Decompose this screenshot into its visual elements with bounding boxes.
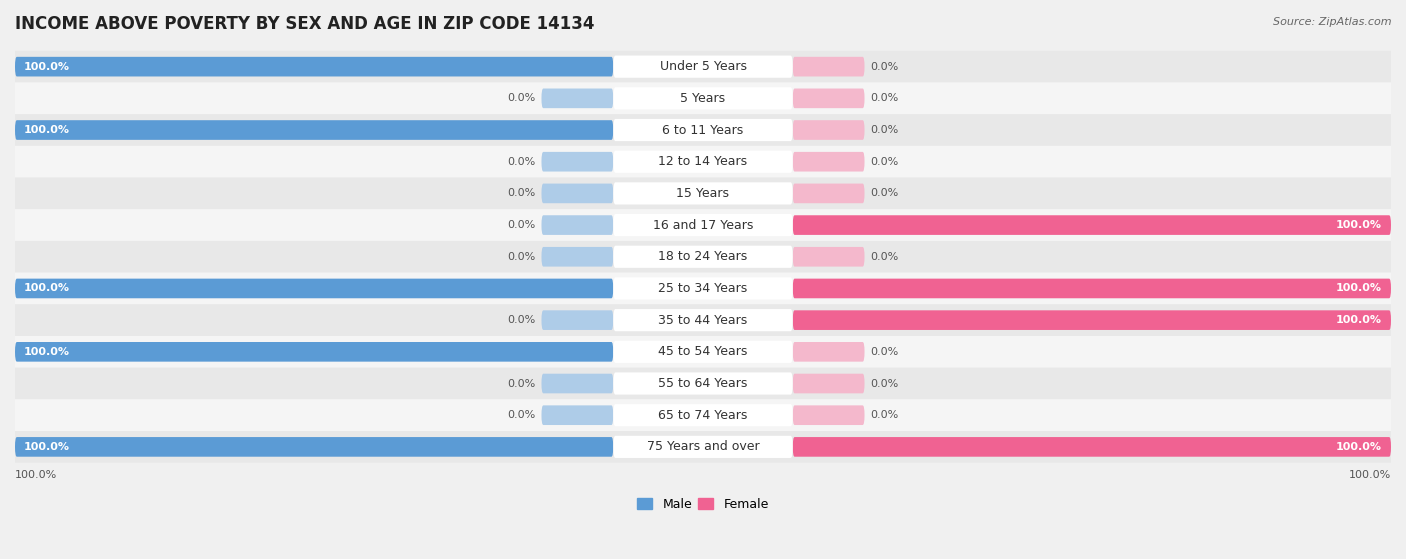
Text: 18 to 24 Years: 18 to 24 Years xyxy=(658,250,748,263)
FancyBboxPatch shape xyxy=(541,310,613,330)
Text: 100.0%: 100.0% xyxy=(1336,220,1382,230)
Text: 0.0%: 0.0% xyxy=(870,157,898,167)
Text: 0.0%: 0.0% xyxy=(508,93,536,103)
Legend: Male, Female: Male, Female xyxy=(633,492,773,516)
FancyBboxPatch shape xyxy=(793,342,865,362)
FancyBboxPatch shape xyxy=(15,437,613,457)
FancyBboxPatch shape xyxy=(793,120,865,140)
FancyBboxPatch shape xyxy=(613,55,793,78)
Text: 100.0%: 100.0% xyxy=(24,442,70,452)
FancyBboxPatch shape xyxy=(793,278,1391,299)
Text: 0.0%: 0.0% xyxy=(870,93,898,103)
FancyBboxPatch shape xyxy=(613,214,793,236)
Text: 16 and 17 Years: 16 and 17 Years xyxy=(652,219,754,231)
Text: 100.0%: 100.0% xyxy=(1336,315,1382,325)
FancyBboxPatch shape xyxy=(793,57,865,77)
FancyBboxPatch shape xyxy=(793,373,865,394)
Text: 65 to 74 Years: 65 to 74 Years xyxy=(658,409,748,421)
Text: 75 Years and over: 75 Years and over xyxy=(647,440,759,453)
FancyBboxPatch shape xyxy=(613,436,793,458)
FancyBboxPatch shape xyxy=(15,336,1391,368)
Text: 100.0%: 100.0% xyxy=(15,470,58,480)
FancyBboxPatch shape xyxy=(793,152,865,172)
FancyBboxPatch shape xyxy=(541,183,613,203)
Text: 0.0%: 0.0% xyxy=(870,410,898,420)
Text: 6 to 11 Years: 6 to 11 Years xyxy=(662,124,744,136)
Text: 0.0%: 0.0% xyxy=(508,188,536,198)
Text: 100.0%: 100.0% xyxy=(24,283,70,293)
FancyBboxPatch shape xyxy=(613,277,793,300)
Text: 45 to 54 Years: 45 to 54 Years xyxy=(658,345,748,358)
Text: 100.0%: 100.0% xyxy=(24,347,70,357)
Text: Under 5 Years: Under 5 Years xyxy=(659,60,747,73)
Text: 0.0%: 0.0% xyxy=(870,125,898,135)
Text: 100.0%: 100.0% xyxy=(24,125,70,135)
FancyBboxPatch shape xyxy=(613,245,793,268)
Text: 100.0%: 100.0% xyxy=(1348,470,1391,480)
FancyBboxPatch shape xyxy=(15,114,1391,146)
FancyBboxPatch shape xyxy=(15,304,1391,336)
FancyBboxPatch shape xyxy=(15,51,1391,83)
Text: 0.0%: 0.0% xyxy=(870,347,898,357)
FancyBboxPatch shape xyxy=(15,368,1391,399)
Text: 35 to 44 Years: 35 to 44 Years xyxy=(658,314,748,326)
FancyBboxPatch shape xyxy=(15,120,613,140)
Text: 0.0%: 0.0% xyxy=(870,61,898,72)
Text: 0.0%: 0.0% xyxy=(508,410,536,420)
FancyBboxPatch shape xyxy=(793,215,1391,235)
FancyBboxPatch shape xyxy=(541,215,613,235)
Text: 15 Years: 15 Years xyxy=(676,187,730,200)
Text: INCOME ABOVE POVERTY BY SEX AND AGE IN ZIP CODE 14134: INCOME ABOVE POVERTY BY SEX AND AGE IN Z… xyxy=(15,15,595,33)
Text: 12 to 14 Years: 12 to 14 Years xyxy=(658,155,748,168)
FancyBboxPatch shape xyxy=(613,119,793,141)
FancyBboxPatch shape xyxy=(541,405,613,425)
FancyBboxPatch shape xyxy=(15,146,1391,178)
Text: 0.0%: 0.0% xyxy=(870,378,898,389)
FancyBboxPatch shape xyxy=(613,309,793,331)
Text: 0.0%: 0.0% xyxy=(508,378,536,389)
FancyBboxPatch shape xyxy=(15,342,613,362)
FancyBboxPatch shape xyxy=(613,404,793,427)
FancyBboxPatch shape xyxy=(793,183,865,203)
FancyBboxPatch shape xyxy=(15,273,1391,304)
FancyBboxPatch shape xyxy=(793,437,1391,457)
FancyBboxPatch shape xyxy=(541,152,613,172)
FancyBboxPatch shape xyxy=(541,373,613,394)
Text: 0.0%: 0.0% xyxy=(508,220,536,230)
FancyBboxPatch shape xyxy=(613,150,793,173)
Text: 0.0%: 0.0% xyxy=(870,188,898,198)
FancyBboxPatch shape xyxy=(793,405,865,425)
Text: 100.0%: 100.0% xyxy=(1336,283,1382,293)
Text: Source: ZipAtlas.com: Source: ZipAtlas.com xyxy=(1274,17,1392,27)
FancyBboxPatch shape xyxy=(15,431,1391,463)
FancyBboxPatch shape xyxy=(15,241,1391,273)
Text: 0.0%: 0.0% xyxy=(508,315,536,325)
FancyBboxPatch shape xyxy=(15,399,1391,431)
FancyBboxPatch shape xyxy=(15,178,1391,209)
FancyBboxPatch shape xyxy=(613,341,793,363)
Text: 55 to 64 Years: 55 to 64 Years xyxy=(658,377,748,390)
Text: 0.0%: 0.0% xyxy=(508,252,536,262)
FancyBboxPatch shape xyxy=(15,83,1391,114)
FancyBboxPatch shape xyxy=(541,88,613,108)
Text: 25 to 34 Years: 25 to 34 Years xyxy=(658,282,748,295)
FancyBboxPatch shape xyxy=(15,278,613,299)
Text: 0.0%: 0.0% xyxy=(870,252,898,262)
FancyBboxPatch shape xyxy=(15,209,1391,241)
FancyBboxPatch shape xyxy=(613,182,793,205)
Text: 100.0%: 100.0% xyxy=(1336,442,1382,452)
Text: 5 Years: 5 Years xyxy=(681,92,725,105)
FancyBboxPatch shape xyxy=(793,310,1391,330)
FancyBboxPatch shape xyxy=(15,57,613,77)
FancyBboxPatch shape xyxy=(541,247,613,267)
FancyBboxPatch shape xyxy=(793,88,865,108)
FancyBboxPatch shape xyxy=(793,247,865,267)
Text: 100.0%: 100.0% xyxy=(24,61,70,72)
FancyBboxPatch shape xyxy=(613,87,793,110)
FancyBboxPatch shape xyxy=(613,372,793,395)
Text: 0.0%: 0.0% xyxy=(508,157,536,167)
